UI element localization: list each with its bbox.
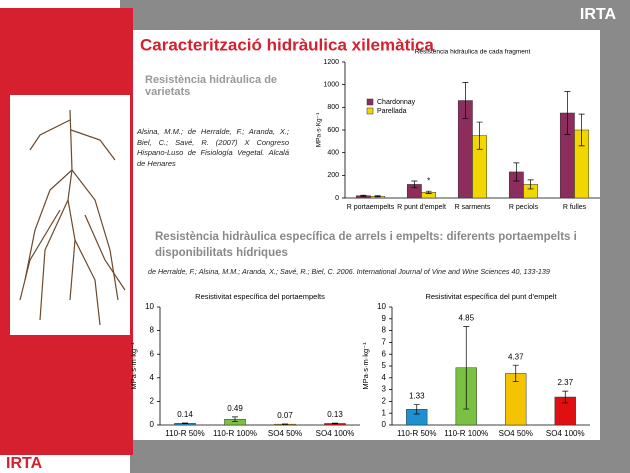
- value-label: 0.07: [277, 411, 293, 420]
- annotation: *: [427, 176, 430, 185]
- chart-title: Resistivitat específica del punt d'empel…: [425, 292, 557, 301]
- y-axis-label: MPa·s·Kg⁻¹: [316, 112, 323, 147]
- error-bar: [232, 416, 238, 422]
- logo: IRTA: [580, 6, 617, 23]
- legend-swatch: [366, 107, 374, 115]
- error-bar: [413, 404, 420, 415]
- y-tick-label: 1200: [323, 59, 339, 66]
- x-tick-label: 110-R 50%: [165, 429, 204, 438]
- y-tick-label: 6: [382, 349, 387, 358]
- y-tick-label: 10: [145, 302, 154, 311]
- value-label: 0.14: [177, 410, 193, 419]
- error-bar: [476, 121, 483, 150]
- y-tick-label: 5: [382, 361, 387, 370]
- error-bar: [513, 162, 520, 182]
- error-bar: [332, 422, 338, 425]
- footer-left: [0, 455, 130, 473]
- value-label: 2.37: [557, 378, 573, 387]
- y-tick-label: 8: [382, 326, 387, 335]
- y-tick-label: 1000: [323, 82, 339, 89]
- citation: de Herralde, F.; Alsina, M.M.; Aranda, X…: [148, 267, 550, 276]
- x-tick-label: 110-R 100%: [444, 429, 488, 438]
- root-illustration: [19, 109, 126, 326]
- x-tick-label: R pecíols: [509, 204, 539, 211]
- y-tick-label: 400: [327, 150, 339, 157]
- y-tick-label: 10: [377, 302, 386, 311]
- y-tick-label: 200: [327, 172, 339, 179]
- x-tick-label: R punt d'empelt: [397, 204, 446, 211]
- x-tick-label: SO4 100%: [546, 429, 585, 438]
- error-bar: [462, 82, 469, 120]
- error-bar: [512, 364, 519, 383]
- y-tick-label: 4: [150, 373, 155, 382]
- y-tick-label: 0: [382, 420, 387, 429]
- error-bar: [411, 180, 418, 189]
- y-tick-label: 7: [382, 338, 387, 347]
- y-tick-label: 2: [150, 397, 155, 406]
- error-bar: [182, 422, 188, 425]
- y-tick-label: 2: [382, 397, 387, 406]
- error-bar: [374, 195, 381, 198]
- x-tick-label: SO4 50%: [499, 429, 533, 438]
- x-tick-label: SO4 50%: [268, 429, 302, 438]
- legend-swatch: [366, 98, 374, 106]
- value-label: 4.85: [458, 314, 474, 323]
- x-tick-label: 110-R 100%: [213, 429, 257, 438]
- value-label: 0.13: [327, 410, 343, 419]
- chart-title: Resistència hidràulica de cada fragment: [415, 49, 531, 56]
- x-tick-label: R fulles: [563, 204, 587, 211]
- section-heading: Resistència hidràulica de varietats: [145, 74, 278, 98]
- error-bar: [527, 179, 534, 190]
- y-tick-label: 8: [150, 326, 155, 335]
- value-label: 1.33: [409, 392, 425, 401]
- y-tick-label: 600: [327, 127, 339, 134]
- section-heading: Resistència hidràulica específica de arr…: [155, 231, 577, 259]
- chart-title: Resistivitat específica del portaempelts: [195, 292, 325, 301]
- logo: IRTA: [6, 455, 43, 472]
- error-bar: [562, 390, 569, 404]
- legend-label: Parellada: [377, 108, 407, 115]
- value-label: 4.37: [508, 352, 524, 361]
- slide-title: Caracterització hidràulica xilemàtica: [140, 35, 434, 54]
- y-axis-label: MPa·s·m·kg⁻¹: [361, 342, 370, 390]
- error-bar: [360, 194, 367, 197]
- x-tick-label: R portaempelts: [347, 204, 395, 211]
- citation: Alsina, M.M.; de Herralde, F.; Aranda, X…: [137, 127, 289, 168]
- legend-label: Chardonnay: [377, 99, 416, 106]
- x-tick-label: 110-R 50%: [397, 429, 436, 438]
- error-bar: [425, 190, 432, 194]
- y-tick-label: 4: [382, 373, 387, 382]
- content-area: [133, 30, 600, 440]
- error-bar: [564, 91, 571, 135]
- x-tick-label: SO4 100%: [316, 429, 355, 438]
- y-tick-label: 800: [327, 104, 339, 111]
- y-tick-label: 0: [335, 195, 339, 202]
- error-bar: [463, 326, 470, 410]
- y-tick-label: 0: [150, 420, 155, 429]
- y-tick-label: 9: [382, 314, 387, 323]
- y-tick-label: 1: [382, 408, 387, 417]
- x-tick-label: R sarments: [455, 204, 491, 211]
- y-tick-label: 6: [150, 349, 155, 358]
- y-axis-label: MPa·s·m·kg⁻¹: [129, 342, 138, 390]
- value-label: 0.49: [227, 404, 243, 413]
- error-bar: [578, 113, 585, 147]
- y-tick-label: 3: [382, 385, 387, 394]
